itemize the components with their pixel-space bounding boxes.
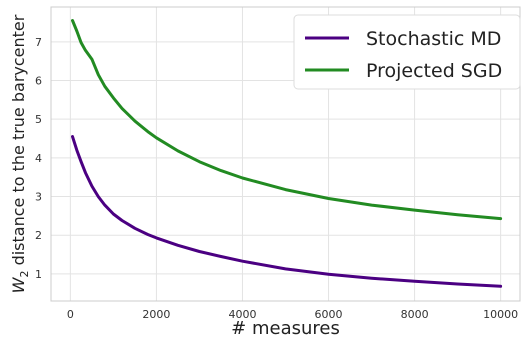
- x-tick-label: 8000: [401, 308, 429, 321]
- x-tick-label: 4000: [228, 308, 256, 321]
- y-axis-label-symbol: W: [9, 276, 28, 293]
- y-tick-label: 2: [35, 229, 42, 242]
- y-tick-label: 4: [35, 152, 42, 165]
- series-line-projected-sgd: [71, 19, 503, 221]
- y-axis-label-subscript: 2: [18, 271, 31, 278]
- y-tick-label: 3: [35, 191, 42, 204]
- legend-box: [293, 14, 521, 90]
- legend-label-projected-sgd: Projected SGD: [366, 60, 502, 82]
- y-tick-label: 1: [35, 268, 42, 281]
- x-tick-label: 2000: [142, 308, 170, 321]
- y-axis-label: W2 distance to the true barycenter: [9, 14, 31, 293]
- y-tick-label: 6: [35, 75, 42, 88]
- y-tick-label: 7: [35, 36, 42, 49]
- legend: Stochastic MD Projected SGD: [293, 14, 521, 90]
- y-tick-label: 5: [35, 113, 42, 126]
- x-tick-label: 0: [67, 308, 74, 321]
- x-tick-label: 10000: [483, 308, 518, 321]
- y-axis-label-text: distance to the true barycenter: [9, 14, 28, 270]
- tick-labels: 0 2000 4000 6000 8000 10000 1 2 3 4 5 6 7: [35, 36, 518, 321]
- x-axis-label: # measures: [231, 318, 340, 339]
- legend-label-stochastic-md: Stochastic MD: [366, 28, 501, 50]
- plot-frame: [50, 6, 521, 302]
- grid: [51, 7, 520, 301]
- series-line-stochastic-md: [71, 135, 503, 288]
- x-tick-label: 6000: [315, 308, 343, 321]
- series-lines: [71, 19, 503, 288]
